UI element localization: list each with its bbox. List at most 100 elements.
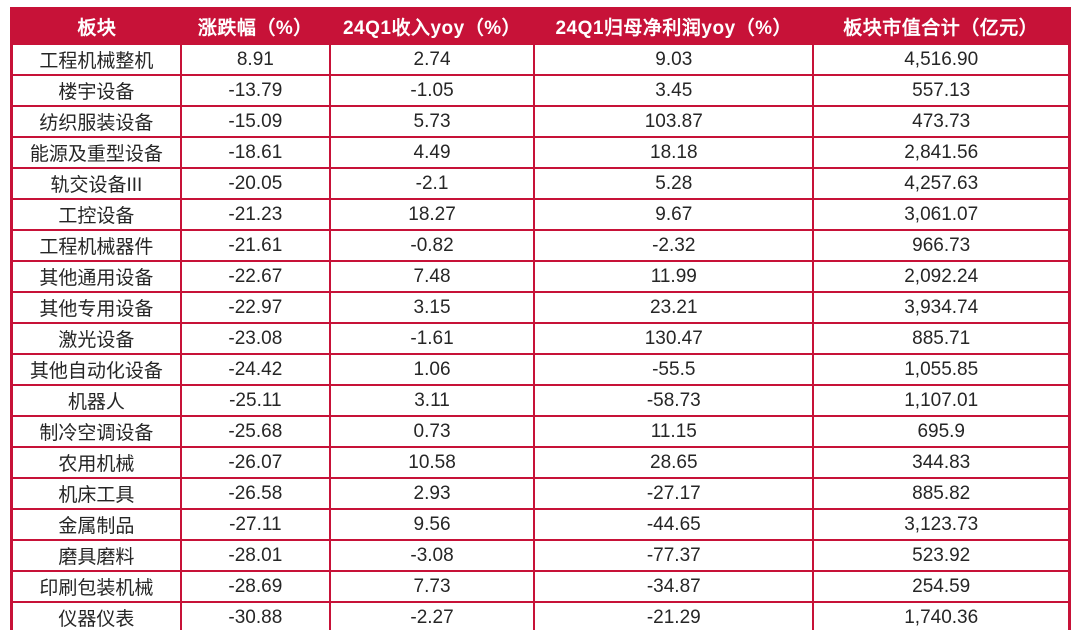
value-cell: -2.32 xyxy=(533,229,815,262)
value-cell: -20.05 xyxy=(179,167,331,200)
value-cell: -22.97 xyxy=(179,291,331,324)
sector-name-cell: 磨具磨料 xyxy=(10,539,182,572)
value-cell: 2.74 xyxy=(328,43,536,76)
value-cell: -2.1 xyxy=(328,167,536,200)
value-cell: -58.73 xyxy=(533,384,815,417)
value-cell: 3,061.07 xyxy=(812,198,1071,231)
table-row: 印刷包装机械 -28.69 7.73 -34.87 254.59 xyxy=(10,570,1071,603)
table-row: 制冷空调设备 -25.68 0.73 11.15 695.9 xyxy=(10,415,1071,448)
table-row: 其他专用设备 -22.97 3.15 23.21 3,934.74 xyxy=(10,291,1071,324)
value-cell: 3.45 xyxy=(533,74,815,107)
sector-name-cell: 楼宇设备 xyxy=(10,74,182,107)
value-cell: 11.99 xyxy=(533,260,815,293)
value-cell: 2,092.24 xyxy=(812,260,1071,293)
value-cell: 2,841.56 xyxy=(812,136,1071,169)
sector-name-cell: 工控设备 xyxy=(10,198,182,231)
column-header-0: 板块 xyxy=(11,8,181,44)
value-cell: -28.69 xyxy=(179,570,331,603)
value-cell: 4.49 xyxy=(328,136,536,169)
sector-name-cell: 工程机械器件 xyxy=(10,229,182,262)
value-cell: 966.73 xyxy=(812,229,1071,262)
value-cell: 18.27 xyxy=(328,198,536,231)
table-row: 其他自动化设备 -24.42 1.06 -55.5 1,055.85 xyxy=(10,353,1071,386)
value-cell: 7.48 xyxy=(328,260,536,293)
value-cell: 0.73 xyxy=(328,415,536,448)
value-cell: -25.11 xyxy=(179,384,331,417)
value-cell: 3.11 xyxy=(328,384,536,417)
value-cell: -3.08 xyxy=(328,539,536,572)
sector-name-cell: 轨交设备III xyxy=(10,167,182,200)
table-row: 激光设备 -23.08 -1.61 130.47 885.71 xyxy=(10,322,1071,355)
value-cell: -27.17 xyxy=(533,477,815,510)
value-cell: 4,257.63 xyxy=(812,167,1071,200)
table-header-row: 板块 涨跌幅（%） 24Q1收入yoy（%） 24Q1归母净利润yoy（%） 板块市值合… xyxy=(11,8,1070,44)
table-body: 工程机械整机 8.91 2.74 9.03 4,516.90 楼宇设备 -13.79 -1.0… xyxy=(10,43,1071,630)
sector-name-cell: 金属制品 xyxy=(10,508,182,541)
sector-name-cell: 机床工具 xyxy=(10,477,182,510)
table-row: 纺织服装设备 -15.09 5.73 103.87 473.73 xyxy=(10,105,1071,138)
sector-name-cell: 其他专用设备 xyxy=(10,291,182,324)
value-cell: 28.65 xyxy=(533,446,815,479)
value-cell: 23.21 xyxy=(533,291,815,324)
value-cell: 885.82 xyxy=(812,477,1071,510)
sector-name-cell: 激光设备 xyxy=(10,322,182,355)
value-cell: -28.01 xyxy=(179,539,331,572)
value-cell: -27.11 xyxy=(179,508,331,541)
table-header: 板块 涨跌幅（%） 24Q1收入yoy（%） 24Q1归母净利润yoy（%） 板块市值合… xyxy=(11,8,1070,44)
table-row: 工程机械器件 -21.61 -0.82 -2.32 966.73 xyxy=(10,229,1071,262)
table-row: 农用机械 -26.07 10.58 28.65 344.83 xyxy=(10,446,1071,479)
column-header-3: 24Q1归母净利润yoy（%） xyxy=(534,8,814,44)
value-cell: 1,107.01 xyxy=(812,384,1071,417)
value-cell: 1,055.85 xyxy=(812,353,1071,386)
value-cell: -15.09 xyxy=(179,105,331,138)
sector-name-cell: 印刷包装机械 xyxy=(10,570,182,603)
sector-performance-table: 板块 涨跌幅（%） 24Q1收入yoy（%） 24Q1归母净利润yoy（%） 板块市值合… xyxy=(10,7,1071,630)
sector-name-cell: 仪器仪表 xyxy=(10,601,182,630)
value-cell: 5.73 xyxy=(328,105,536,138)
value-cell: -18.61 xyxy=(179,136,331,169)
value-cell: 523.92 xyxy=(812,539,1071,572)
value-cell: -21.29 xyxy=(533,601,815,630)
value-cell: 11.15 xyxy=(533,415,815,448)
table-row: 工程机械整机 8.91 2.74 9.03 4,516.90 xyxy=(10,43,1071,76)
sector-name-cell: 其他通用设备 xyxy=(10,260,182,293)
value-cell: 10.58 xyxy=(328,446,536,479)
table-row: 轨交设备III -20.05 -2.1 5.28 4,257.63 xyxy=(10,167,1071,200)
value-cell: 130.47 xyxy=(533,322,815,355)
value-cell: 103.87 xyxy=(533,105,815,138)
value-cell: 557.13 xyxy=(812,74,1071,107)
value-cell: 695.9 xyxy=(812,415,1071,448)
value-cell: -13.79 xyxy=(179,74,331,107)
value-cell: 7.73 xyxy=(328,570,536,603)
value-cell: 9.67 xyxy=(533,198,815,231)
value-cell: -23.08 xyxy=(179,322,331,355)
value-cell: 3,934.74 xyxy=(812,291,1071,324)
table-row: 楼宇设备 -13.79 -1.05 3.45 557.13 xyxy=(10,74,1071,107)
value-cell: 9.56 xyxy=(328,508,536,541)
value-cell: -26.07 xyxy=(179,446,331,479)
value-cell: 4,516.90 xyxy=(812,43,1071,76)
sector-name-cell: 能源及重型设备 xyxy=(10,136,182,169)
value-cell: 5.28 xyxy=(533,167,815,200)
value-cell: 885.71 xyxy=(812,322,1071,355)
sector-name-cell: 工程机械整机 xyxy=(10,43,182,76)
value-cell: 3,123.73 xyxy=(812,508,1071,541)
sector-name-cell: 农用机械 xyxy=(10,446,182,479)
table-row: 仪器仪表 -30.88 -2.27 -21.29 1,740.36 xyxy=(10,601,1071,630)
value-cell: 473.73 xyxy=(812,105,1071,138)
column-header-2: 24Q1收入yoy（%） xyxy=(329,8,535,44)
value-cell: 2.93 xyxy=(328,477,536,510)
column-header-1: 涨跌幅（%） xyxy=(180,8,330,44)
value-cell: 3.15 xyxy=(328,291,536,324)
value-cell: 9.03 xyxy=(533,43,815,76)
value-cell: -1.05 xyxy=(328,74,536,107)
table-row: 能源及重型设备 -18.61 4.49 18.18 2,841.56 xyxy=(10,136,1071,169)
value-cell: -0.82 xyxy=(328,229,536,262)
value-cell: -21.23 xyxy=(179,198,331,231)
value-cell: -77.37 xyxy=(533,539,815,572)
sector-name-cell: 纺织服装设备 xyxy=(10,105,182,138)
column-header-4: 板块市值合计（亿元） xyxy=(813,8,1070,44)
value-cell: 1.06 xyxy=(328,353,536,386)
value-cell: -2.27 xyxy=(328,601,536,630)
